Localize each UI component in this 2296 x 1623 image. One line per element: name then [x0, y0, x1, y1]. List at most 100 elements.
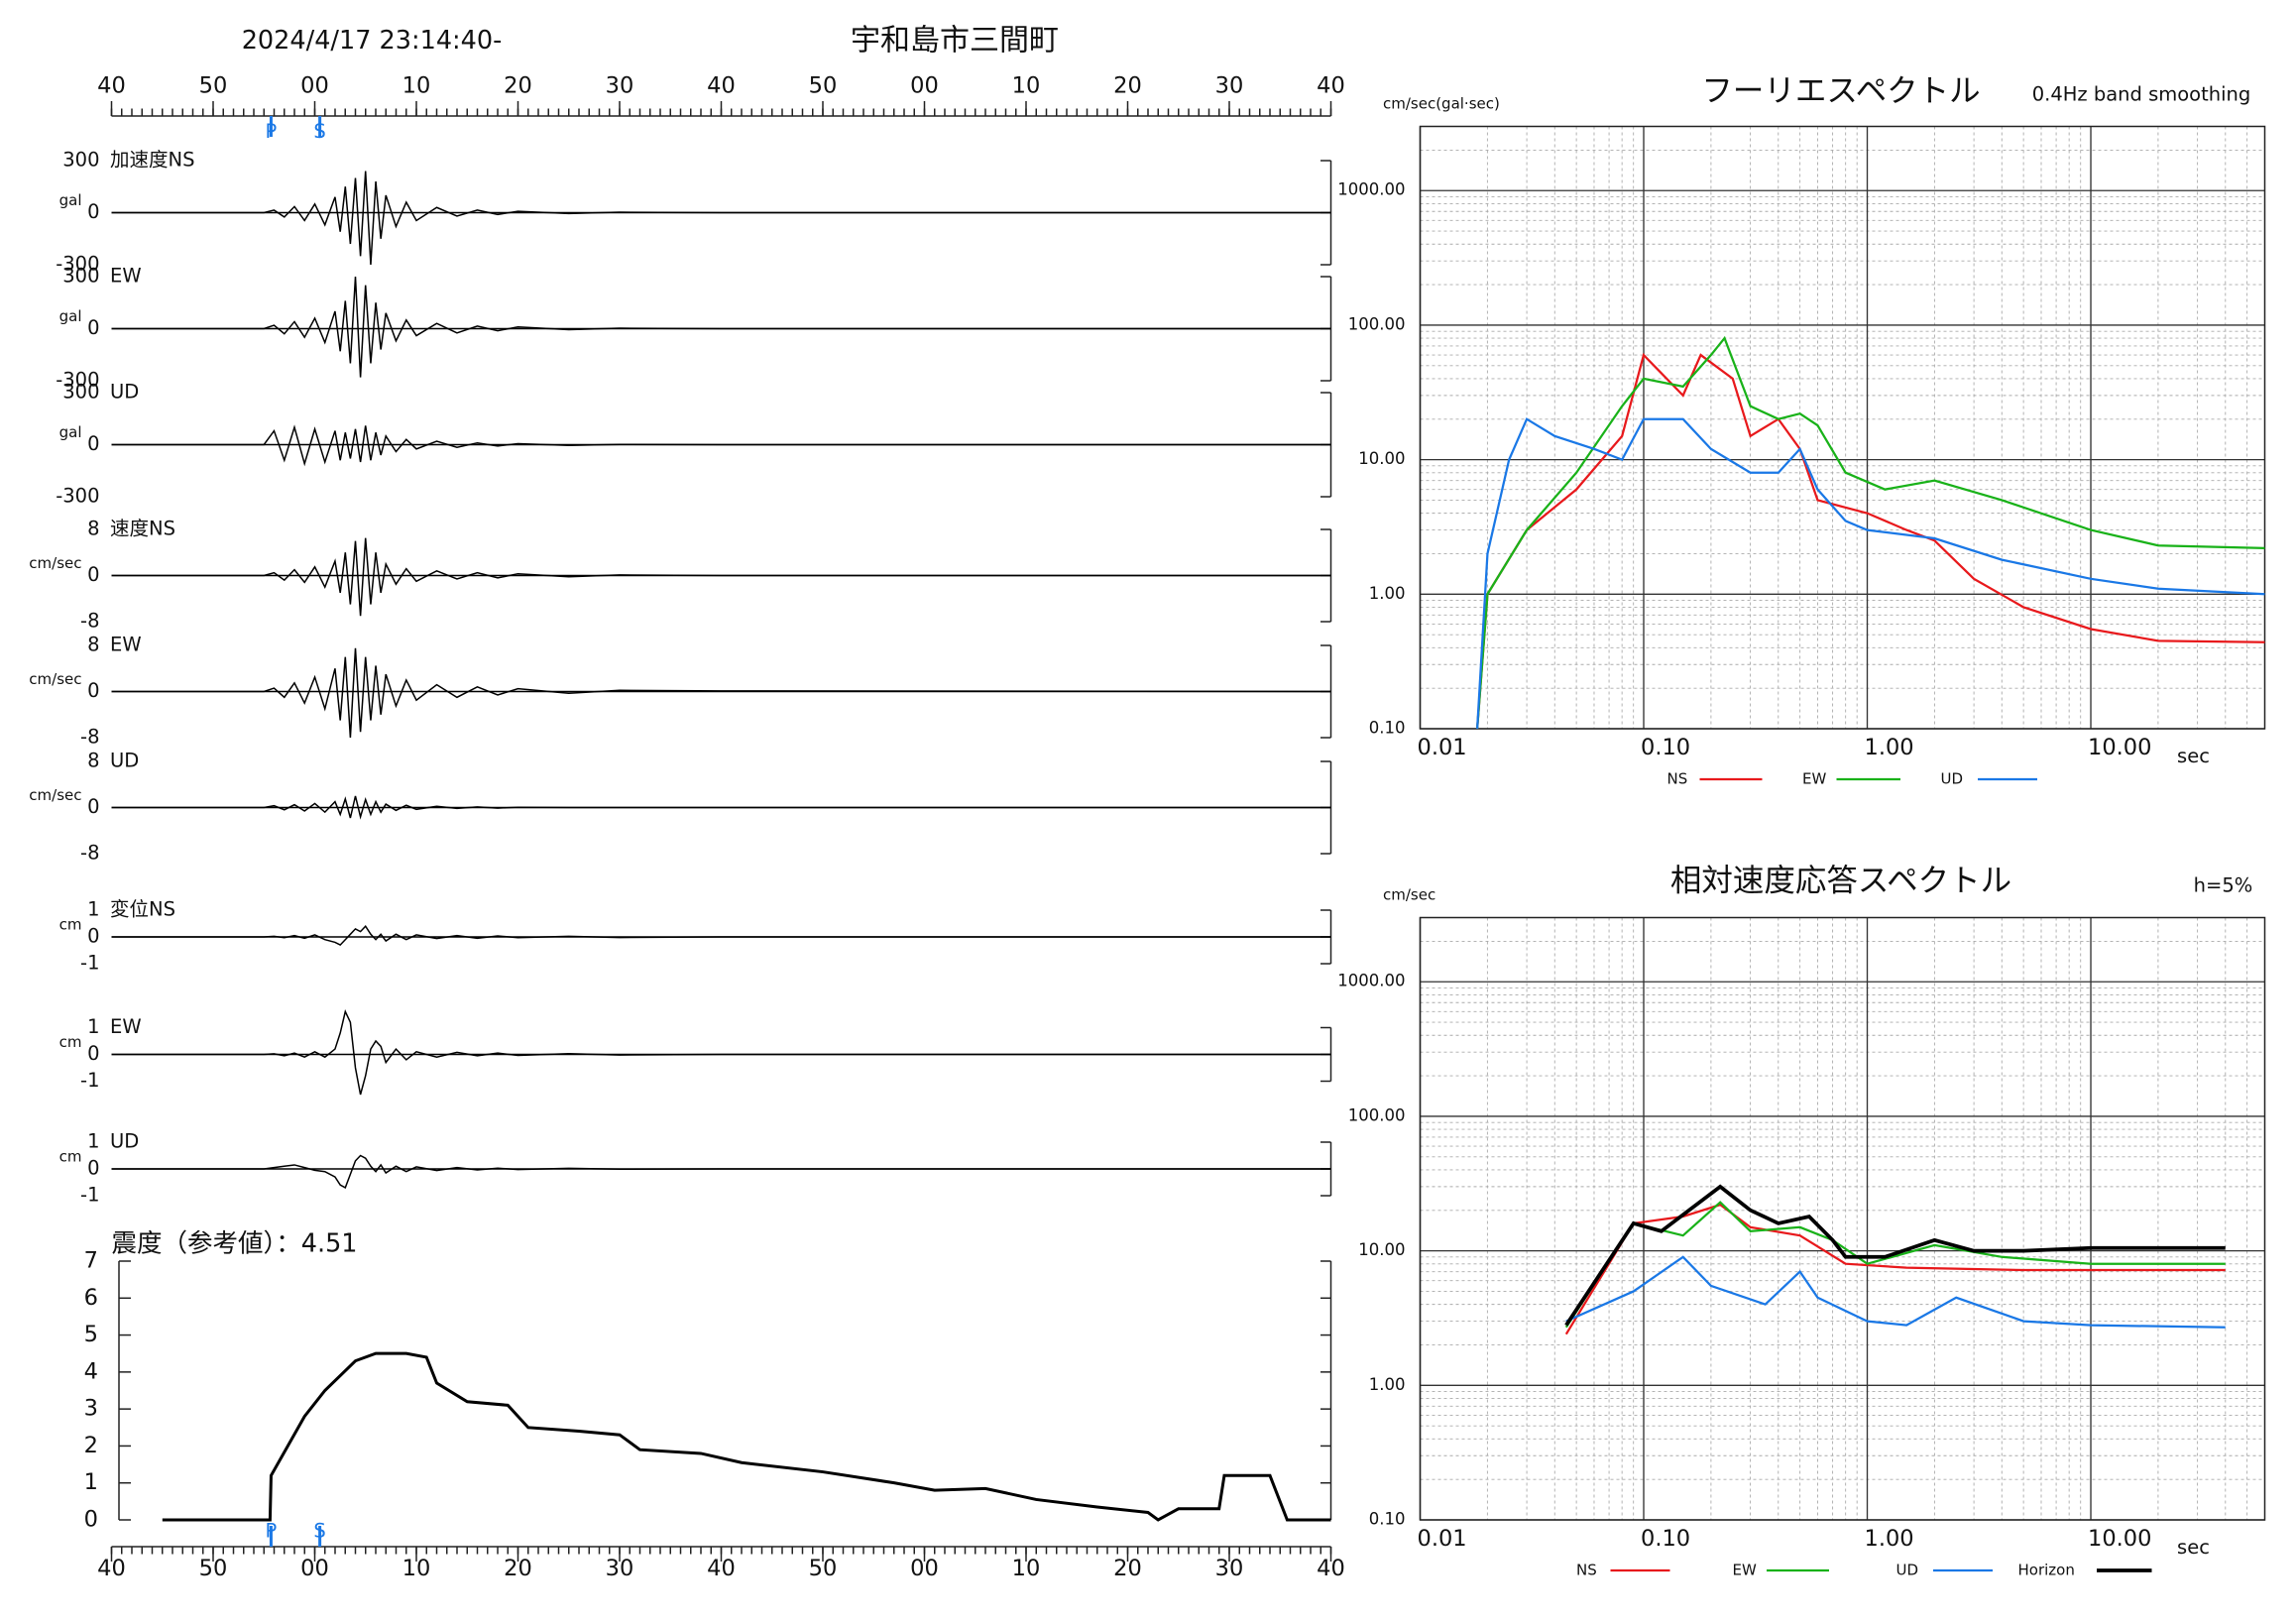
y-tick-label: 100.00 — [1348, 1105, 1406, 1124]
x-tick-label: 0.01 — [1418, 735, 1467, 760]
y-tick-label: 8 — [87, 518, 99, 540]
date: 2024/4/17 23:14:40- — [242, 26, 503, 56]
y-tick-label: 1.00 — [1369, 584, 1406, 603]
x-tick-label: 30 — [606, 73, 634, 99]
x-tick-label: 50 — [199, 73, 228, 99]
x-tick-label: 30 — [1215, 1556, 1244, 1581]
trace-label: EW — [110, 1015, 142, 1038]
x-tick-label: 10 — [1012, 1556, 1041, 1581]
waveform — [111, 537, 1331, 617]
x-tick-label: 0.10 — [1641, 735, 1690, 760]
x-tick-label: 00 — [300, 73, 329, 99]
legend-label: Horizon — [2018, 1562, 2075, 1579]
y-tick-label: 0 — [87, 1042, 99, 1065]
x-tick-label: 20 — [504, 73, 532, 99]
x-tick-label: 0.01 — [1418, 1526, 1467, 1552]
trace-label: UD — [110, 381, 139, 404]
y-tick-label: 1000.00 — [1337, 180, 1405, 199]
intensity-title: 震度（参考値）：4.51 — [112, 1229, 358, 1259]
y-tick-label: 3 — [84, 1396, 98, 1422]
y-tick-label: 0 — [87, 1157, 99, 1180]
y-tick-label: 8 — [87, 750, 99, 772]
x-tick-label: 50 — [199, 1556, 228, 1581]
y-tick-label: -300 — [56, 253, 99, 276]
x-tick-label: 40 — [1317, 73, 1345, 99]
trace-unit: cm — [59, 916, 82, 934]
phase-label: P — [266, 120, 278, 143]
trace-unit: gal — [59, 307, 82, 325]
x-tick-label: 00 — [910, 1556, 939, 1581]
y-tick-label: -8 — [80, 842, 99, 865]
spectrum-line — [1475, 335, 2265, 730]
y-tick-label: 300 — [62, 149, 99, 172]
waveform — [111, 647, 1331, 739]
legend-label: NS — [1576, 1562, 1597, 1579]
trace-unit: gal — [59, 191, 82, 209]
waveform — [111, 171, 1331, 266]
spectrum-line — [1475, 417, 2265, 730]
y-tick-label: 2 — [84, 1433, 98, 1458]
phase-label: S — [313, 120, 325, 143]
y-tick-label: -300 — [56, 485, 99, 508]
spectrum-line — [1565, 1255, 2226, 1329]
trace-unit: cm/sec — [29, 554, 81, 572]
y-tick-label: -8 — [80, 726, 99, 749]
y-tick-label: 0 — [87, 432, 99, 455]
y-tick-label: -1 — [80, 1069, 99, 1092]
x-tick-label: 10 — [1012, 73, 1041, 99]
y-tick-label: 1.00 — [1369, 1375, 1406, 1394]
y-tick-label: 8 — [87, 634, 99, 656]
trace-label: 加速度NS — [110, 149, 194, 172]
x-tick-label: 30 — [606, 1556, 634, 1581]
x-tick-label: 50 — [809, 1556, 838, 1581]
x-tick-label: 40 — [97, 1556, 126, 1581]
trace-unit: cm/sec — [29, 670, 81, 688]
x-tick-label: 40 — [1317, 1556, 1345, 1581]
response-unit: cm/sec — [1383, 886, 1435, 904]
plot-frame — [1419, 916, 2266, 1521]
trace-label: UD — [110, 1130, 139, 1153]
x-tick-label: 20 — [504, 1556, 532, 1581]
y-tick-label: 6 — [84, 1285, 98, 1311]
x-tick-label: 10.00 — [2088, 735, 2151, 760]
x-tick-label: 50 — [809, 73, 838, 99]
x-tick-label: 40 — [707, 1556, 736, 1581]
legend-label: EW — [1733, 1562, 1757, 1579]
y-tick-label: 0.10 — [1369, 719, 1406, 738]
response-subtitle: h=5% — [2194, 874, 2253, 897]
y-tick-label: 0 — [87, 316, 99, 339]
y-tick-label: 1 — [87, 1015, 99, 1038]
y-tick-label: -1 — [80, 1184, 99, 1207]
plot-frame — [1419, 125, 2266, 730]
x-tick-label: 20 — [1113, 73, 1142, 99]
y-tick-label: 0 — [87, 563, 99, 586]
fourier-x-label: sec — [2177, 745, 2210, 767]
spectrum-line — [1564, 1184, 2226, 1327]
y-tick-label: 7 — [84, 1248, 98, 1274]
legend-label: UD — [1896, 1562, 1919, 1579]
fourier-unit: cm/sec(gal·sec) — [1383, 95, 1500, 113]
spectrum-line — [1564, 1201, 2226, 1329]
y-tick-label: 1 — [84, 1469, 98, 1495]
x-tick-label: 1.00 — [1865, 1526, 1914, 1552]
x-tick-label: 0.10 — [1641, 1526, 1690, 1552]
legend-label: EW — [1802, 770, 1826, 788]
x-tick-label: 1.00 — [1865, 735, 1914, 760]
y-tick-label: 10.00 — [1358, 1240, 1405, 1259]
x-tick-label: 20 — [1113, 1556, 1142, 1581]
phase-label: P — [266, 1520, 278, 1543]
response-x-label: sec — [2177, 1536, 2210, 1559]
x-tick-label: 10 — [402, 1556, 431, 1581]
legend-label: UD — [1941, 770, 1964, 788]
trace-unit: gal — [59, 423, 82, 441]
x-tick-label: 30 — [1215, 73, 1244, 99]
waveform — [111, 924, 1331, 947]
y-tick-label: 10.00 — [1358, 449, 1405, 468]
trace-label: EW — [110, 265, 142, 288]
legend-label: NS — [1667, 770, 1688, 788]
y-tick-label: -1 — [80, 952, 99, 975]
x-tick-label: 40 — [707, 73, 736, 99]
trace-label: UD — [110, 750, 139, 772]
fourier-subtitle: 0.4Hz band smoothing — [2032, 83, 2251, 106]
